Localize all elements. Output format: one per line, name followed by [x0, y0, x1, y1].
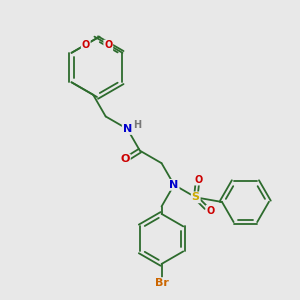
- Text: O: O: [121, 154, 130, 164]
- Text: Br: Br: [154, 278, 169, 288]
- Text: H: H: [134, 120, 142, 130]
- Text: O: O: [206, 206, 214, 216]
- Text: O: O: [195, 175, 203, 185]
- Text: O: O: [104, 40, 112, 50]
- Text: O: O: [82, 40, 90, 50]
- Text: N: N: [169, 180, 179, 190]
- Text: N: N: [123, 124, 132, 134]
- Text: S: S: [192, 192, 200, 203]
